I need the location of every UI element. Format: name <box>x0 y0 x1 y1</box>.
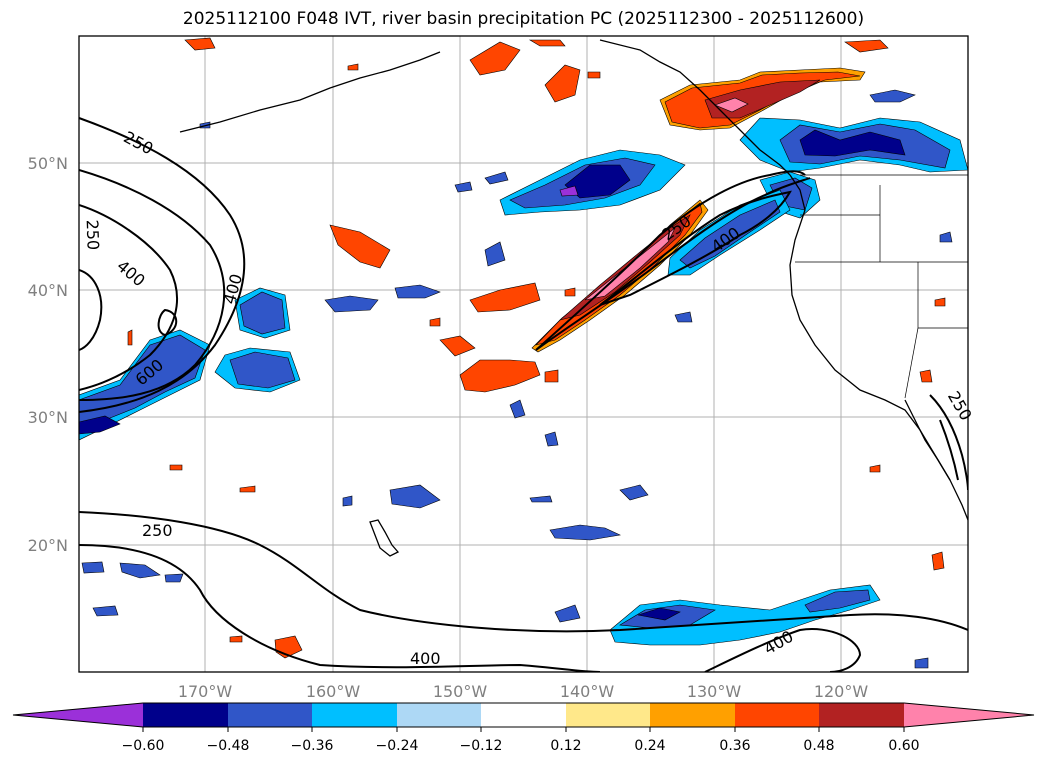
colorbar-tick-9: 0.48 <box>803 738 834 754</box>
contour-label-250-nw: 250 <box>120 127 156 158</box>
colorbar-tick-2: −0.48 <box>207 738 250 754</box>
colorbar-tick-8: 0.36 <box>719 738 750 754</box>
colorbar-tick-10: 0.60 <box>888 738 919 754</box>
ivt-contours <box>79 117 968 672</box>
map-title: 2025112100 F048 IVT, river basin precipi… <box>182 9 865 29</box>
colorbar-tick-5: −0.12 <box>460 738 503 754</box>
colorbar: −0.60 −0.48 −0.36 −0.24 −0.12 0.12 0.24 … <box>12 702 1035 754</box>
contour-label-250-coast: 250 <box>944 388 976 424</box>
coastlines <box>179 39 968 557</box>
positive-precip-patches <box>127 37 946 659</box>
contour-label-400-w: 400 <box>113 256 149 290</box>
colorbar-extend-high <box>904 703 1034 727</box>
colorbar-bin-6 <box>566 703 650 727</box>
lon-label-160w: 160°W <box>306 682 361 701</box>
colorbar-extend-low <box>13 703 143 727</box>
lat-label-20n: 20°N <box>28 536 68 555</box>
negative-precip-patches <box>79 89 968 669</box>
contour-label-250-edge: 250 <box>83 219 103 250</box>
lon-label-140w: 140°W <box>560 682 615 701</box>
contour-label-250-south: 250 <box>142 521 173 540</box>
colorbar-bin-1 <box>143 703 228 727</box>
state-borders <box>795 174 968 399</box>
colorbar-bin-8 <box>735 703 819 727</box>
colorbar-bin-9 <box>819 703 904 727</box>
lon-label-170w: 170°W <box>178 682 233 701</box>
colorbar-bin-7 <box>650 703 735 727</box>
colorbar-tick-7: 0.24 <box>634 738 665 754</box>
lon-label-120w: 120°W <box>814 682 869 701</box>
colorbar-tick-6: 0.12 <box>550 738 581 754</box>
contour-label-400-south: 400 <box>410 649 441 668</box>
longitude-labels: 170°W 160°W 150°W 140°W 130°W 120°W <box>178 682 869 701</box>
alaska-coast <box>179 51 441 133</box>
hawaii <box>369 519 400 557</box>
map-frame <box>78 35 969 673</box>
colorbar-tick-4: −0.24 <box>376 738 419 754</box>
colorbar-tick-1: −0.60 <box>122 738 165 754</box>
lon-label-130w: 130°W <box>687 682 742 701</box>
lat-label-40n: 40°N <box>28 281 68 300</box>
latitude-labels: 50°N 40°N 30°N 20°N <box>28 154 68 555</box>
lat-label-50n: 50°N <box>28 154 68 173</box>
colorbar-tick-3: −0.36 <box>291 738 334 754</box>
colorbar-bin-2 <box>228 703 312 727</box>
neg-patch-south <box>609 584 881 646</box>
colorbar-bin-5 <box>481 703 566 727</box>
colorbar-bin-3 <box>312 703 397 727</box>
lat-label-30n: 30°N <box>28 408 68 427</box>
colorbar-bin-4 <box>397 703 481 727</box>
lon-label-150w: 150°W <box>433 682 488 701</box>
